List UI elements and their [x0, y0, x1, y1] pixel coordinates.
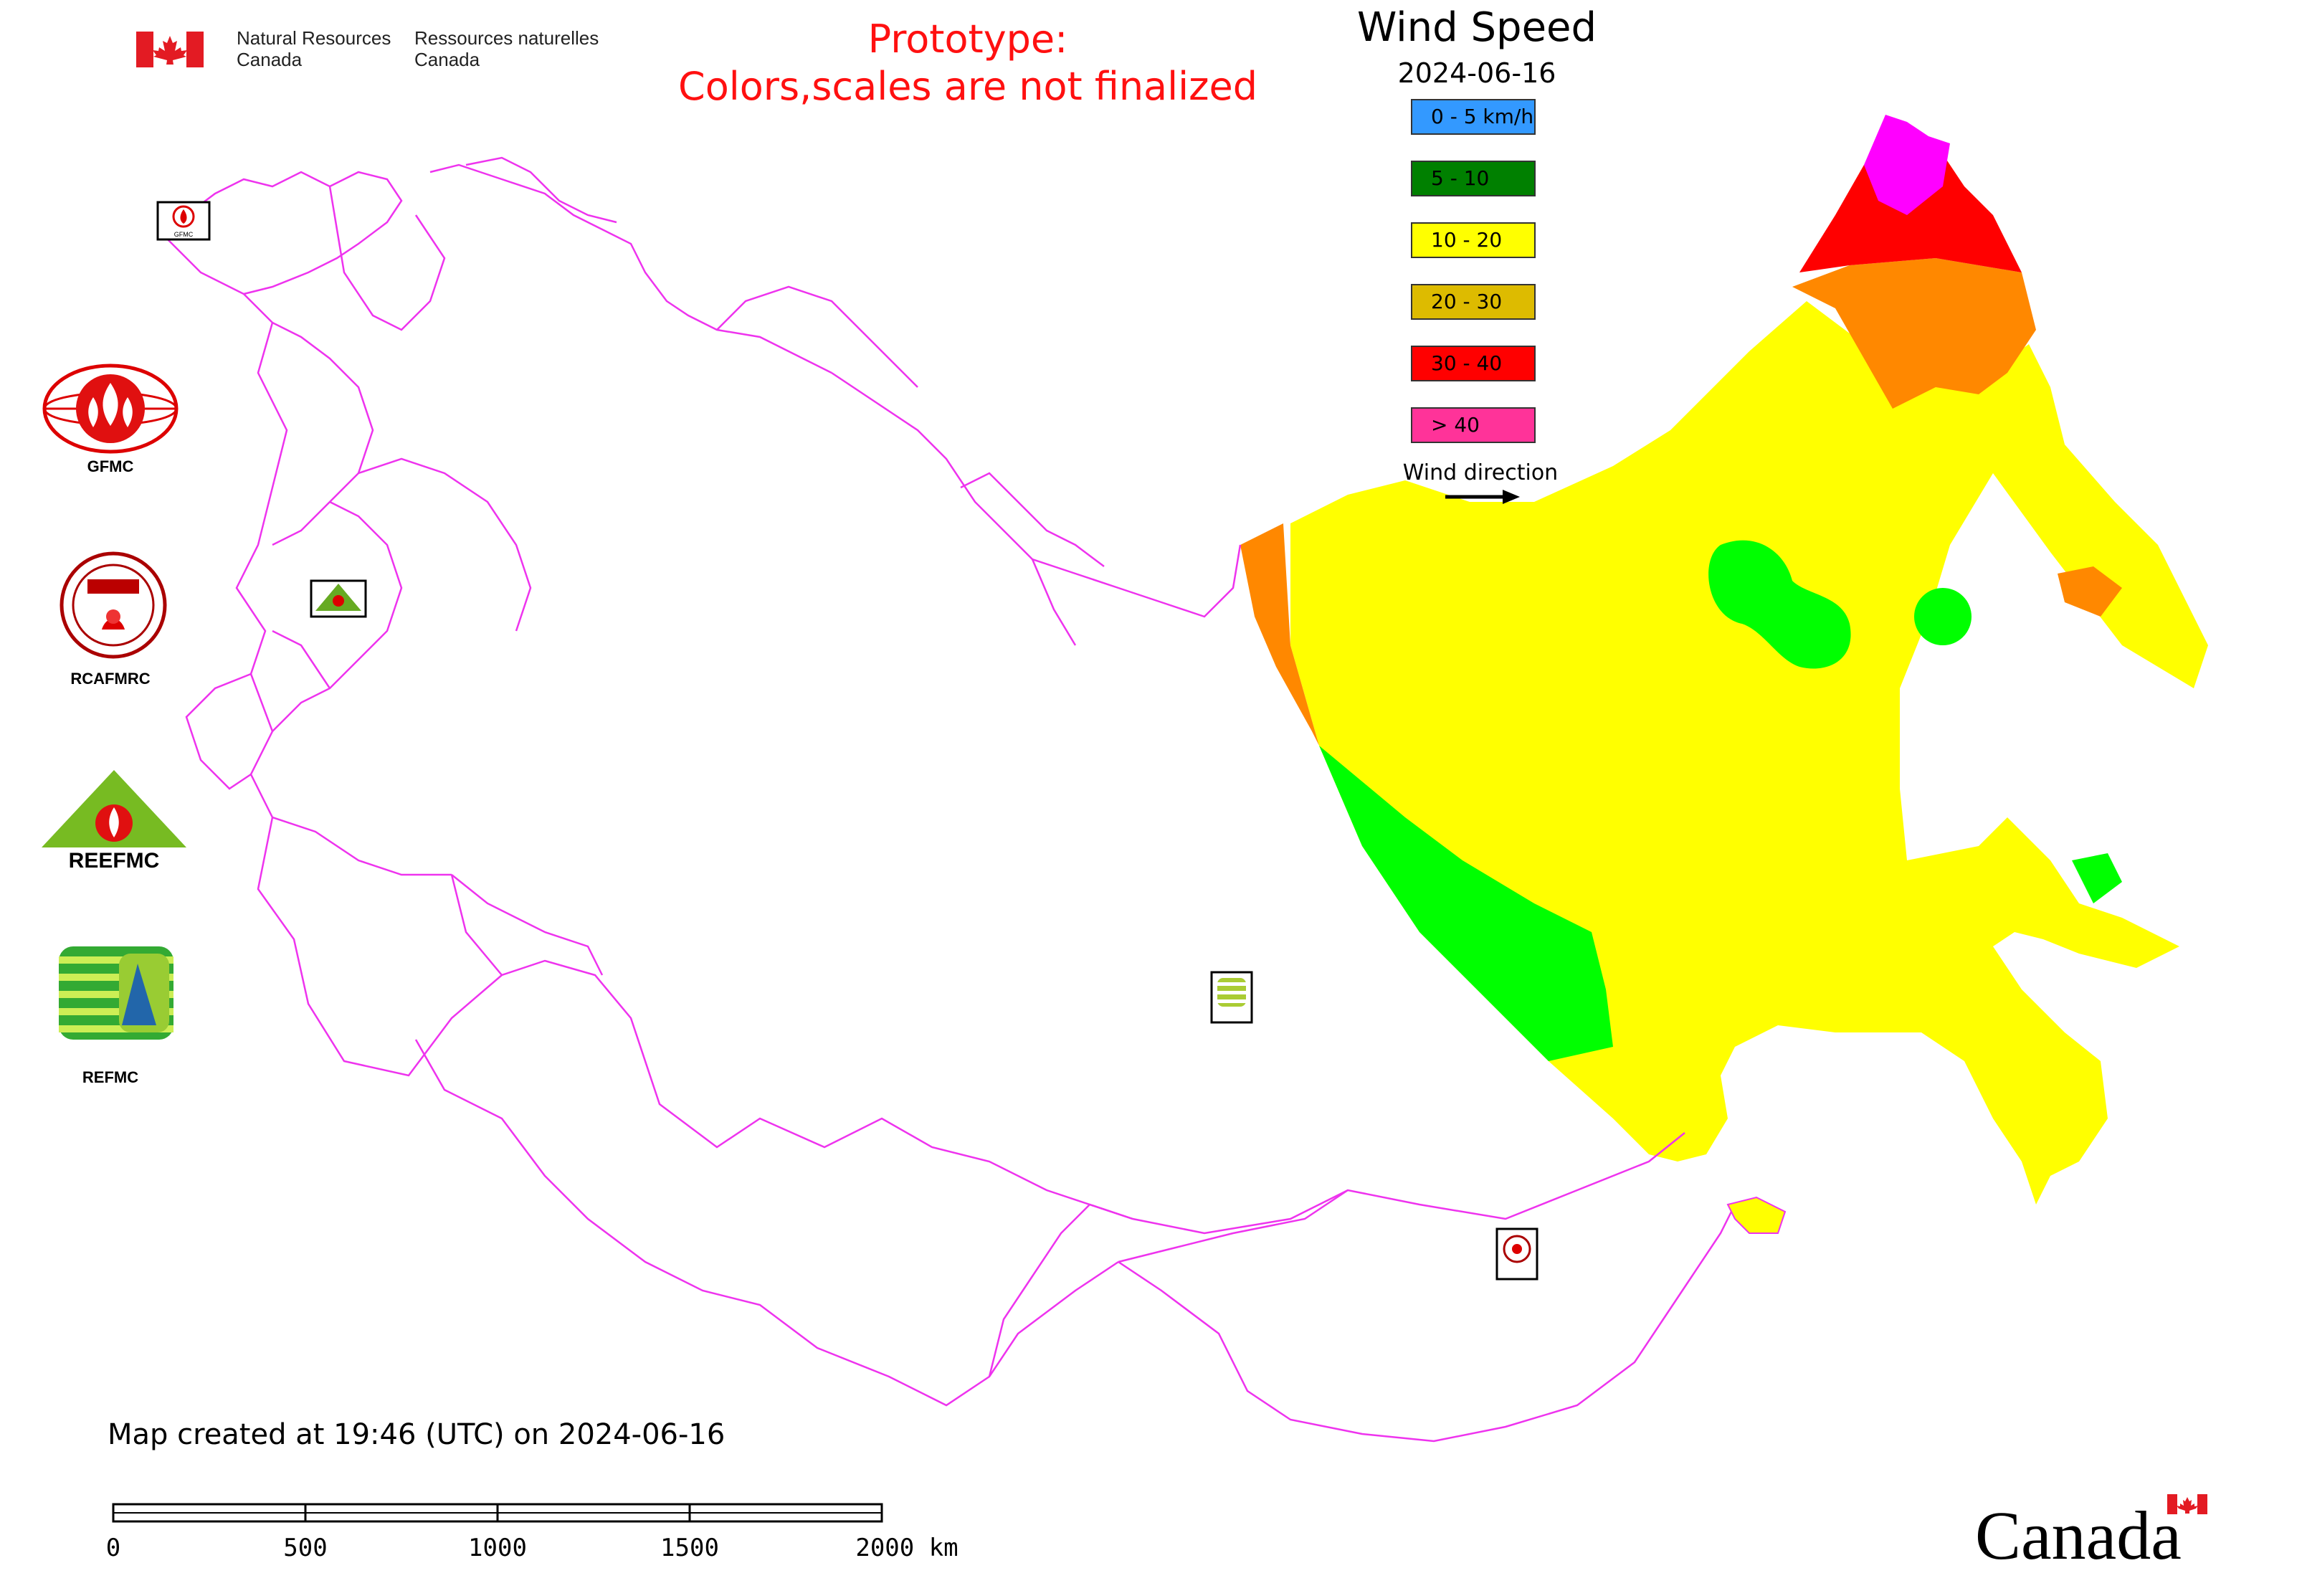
wind-zone-over-40: [1864, 115, 1950, 215]
reefmc-logo-icon: REEFMC: [42, 770, 186, 873]
org-name-fr-line2: Canada: [414, 49, 480, 70]
org-name-en-line1: Natural Resources: [237, 27, 391, 49]
gfmc-caption: GFMC: [87, 457, 134, 475]
legend-item-30-40: 30 - 40: [1411, 346, 1536, 381]
wind-zone-20-30-west: [1240, 523, 1319, 746]
refmc-logo-icon: [59, 946, 173, 1040]
legend-title: Wind Speed: [1356, 4, 1597, 51]
map-logo-rcafmrc: [1495, 1227, 1538, 1281]
wind-zone-5-10-southwest: [1319, 746, 1613, 1061]
scale-tick-0: 0: [108, 1534, 120, 1562]
wind-zone-5-10-east: [1914, 588, 1972, 645]
legend-item-10-20: 10 - 20: [1411, 222, 1536, 258]
wind-direction-label: Wind direction: [1402, 460, 1559, 485]
legend-item-0-5: 0 - 5 km/h: [1411, 99, 1536, 135]
legend-item-5-10: 5 - 10: [1411, 161, 1536, 196]
wind-zone-20-30-coast: [2058, 566, 2122, 617]
svg-text:REEFMC: REEFMC: [69, 849, 160, 873]
scale-bar: 0 500 1000 1500 2000 km: [108, 1503, 959, 1562]
scale-tick-1000: 1000: [468, 1534, 527, 1562]
wind-zone-5-10-kamchatka: [2072, 853, 2122, 903]
rcafmrc-logo-icon: [60, 551, 167, 659]
country-boundaries: [164, 156, 1736, 1443]
wind-zone-20-30-north: [1792, 258, 2036, 409]
canada-wordmark-logo: Canada: [1975, 1494, 2207, 1569]
rcafmrc-caption: RCAFMRC: [70, 670, 151, 688]
legend-item-20-30: 20 - 30: [1411, 284, 1536, 320]
map-logo-gfmc: GFMC: [156, 201, 211, 241]
gfmc-logo-icon: [42, 364, 179, 454]
map-logo-reefmc: [310, 579, 367, 618]
org-name-fr-line1: Ressources naturelles: [414, 27, 599, 49]
island-hokkaido: [1726, 1196, 1787, 1234]
wind-zone-5-10-center: [1708, 540, 1851, 669]
prototype-notice-line2: Colors,scales are not finalized: [678, 64, 1257, 109]
scale-tick-2000: 2000 km: [855, 1534, 958, 1562]
scale-tick-500: 500: [283, 1534, 327, 1562]
wind-direction-arrow-icon: [1445, 490, 1520, 504]
svg-text:GFMC: GFMC: [174, 231, 194, 238]
scale-tick-1500: 1500: [660, 1534, 719, 1562]
refmc-caption: REFMC: [82, 1068, 139, 1086]
legend-item-over-40: > 40: [1411, 407, 1536, 443]
legend-date: 2024-06-16: [1397, 57, 1556, 89]
svg-text:Canada: Canada: [1975, 1497, 2182, 1569]
org-name-fr: Ressources naturelles Canada: [414, 27, 599, 70]
map-logo-refmc: [1210, 971, 1253, 1024]
org-name-en-line2: Canada: [237, 49, 303, 70]
map-created-timestamp: Map created at 19:46 (UTC) on 2024-06-16: [108, 1418, 726, 1451]
org-name-en: Natural Resources Canada: [237, 27, 391, 70]
prototype-notice: Prototype: Colors,scales are not finaliz…: [645, 16, 1290, 110]
canada-flag-icon: [136, 32, 204, 67]
prototype-notice-line1: Prototype:: [867, 16, 1068, 62]
